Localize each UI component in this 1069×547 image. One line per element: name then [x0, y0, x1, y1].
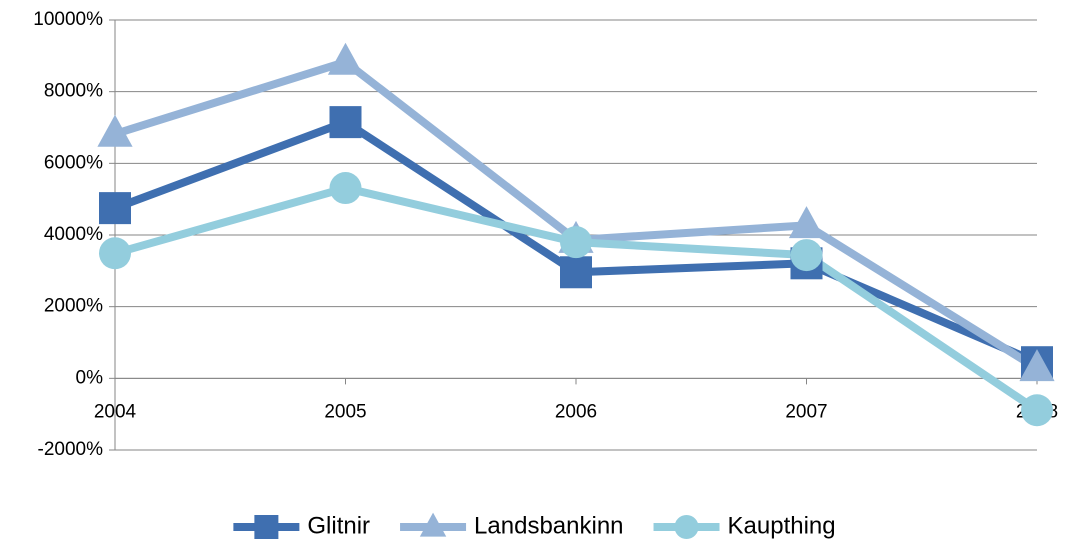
marker: [329, 106, 362, 139]
marker: [329, 172, 362, 205]
marker: [327, 42, 364, 75]
y-tick-label: -2000%: [38, 439, 104, 460]
x-tick-label: 2004: [94, 401, 137, 422]
marker: [1021, 394, 1053, 427]
marker: [99, 192, 131, 225]
marker: [99, 237, 131, 270]
x-tick-label: 2005: [324, 401, 366, 422]
legend-marker: [254, 515, 279, 539]
marker: [790, 239, 823, 272]
marker: [560, 256, 592, 289]
y-tick-label: 8000%: [44, 81, 103, 102]
marker: [1019, 349, 1055, 382]
marker: [97, 114, 133, 147]
x-tick-label: 2007: [785, 401, 827, 422]
legend-label: Glitnir: [307, 512, 370, 539]
legend-marker: [419, 512, 447, 537]
marker: [560, 226, 592, 259]
legend-label: Landsbankinn: [474, 512, 623, 539]
legend-label: Kaupthing: [728, 512, 836, 539]
x-tick-label: 2006: [555, 401, 597, 422]
legend-marker: [674, 515, 699, 539]
y-tick-label: 2000%: [44, 296, 103, 317]
y-tick-label: 10000%: [33, 9, 103, 30]
marker: [788, 206, 825, 239]
y-tick-label: 4000%: [44, 224, 103, 245]
y-tick-label: 6000%: [44, 152, 103, 173]
y-tick-label: 0%: [76, 367, 104, 388]
